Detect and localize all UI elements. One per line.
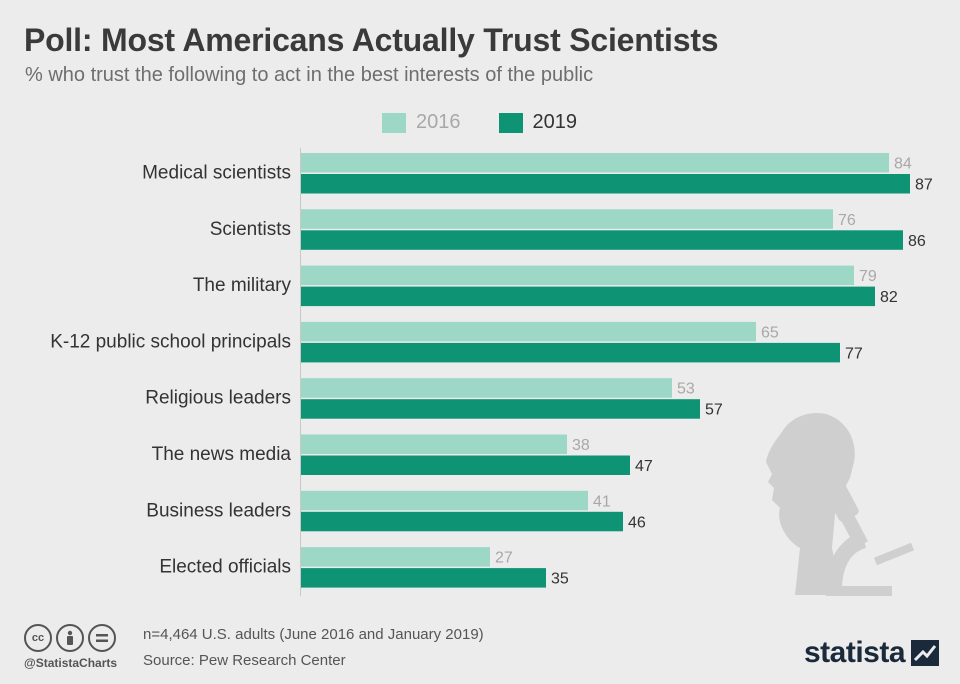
value-label-2019: 87	[915, 177, 933, 194]
value-label-2019: 77	[845, 345, 863, 362]
value-label-2016: 41	[593, 493, 611, 510]
value-label-2016: 76	[838, 212, 856, 229]
sample-note: n=4,464 U.S. adults (June 2016 and Janua…	[143, 626, 484, 643]
bar-2019	[301, 342, 840, 363]
bar-2019	[301, 511, 623, 532]
chart-title: Poll: Most Americans Actually Trust Scie…	[24, 22, 719, 58]
legend-swatch-2019	[498, 112, 523, 133]
bar-2016	[301, 321, 756, 342]
bar-2019	[301, 399, 700, 419]
bar-2016	[301, 209, 833, 229]
legend-label-2019: 2019	[532, 111, 578, 133]
value-label-2019: 82	[880, 289, 898, 306]
bar-2016	[301, 434, 567, 454]
category-label: K-12 public school principals	[50, 331, 291, 352]
scientist-microscope-icon	[766, 412, 915, 596]
category-label: Scientists	[210, 219, 291, 240]
legend: 2016 2019	[382, 111, 615, 134]
category-label: Religious leaders	[145, 388, 291, 409]
value-label-2019: 47	[635, 458, 653, 475]
bar-2019	[301, 568, 546, 588]
category-label: The military	[193, 275, 292, 296]
value-label-2019: 35	[551, 571, 569, 588]
bar-2019	[301, 455, 630, 475]
value-label-2019: 46	[628, 514, 646, 531]
value-label-2019: 86	[908, 233, 926, 250]
bar-2016	[301, 153, 889, 173]
category-label: The news media	[152, 444, 292, 465]
legend-item-2019: 2019	[498, 111, 578, 134]
statista-handle[interactable]: @StatistaCharts	[24, 656, 118, 670]
value-label-2019: 57	[705, 402, 723, 419]
category-label: Medical scientists	[142, 163, 291, 184]
legend-swatch-2016	[382, 112, 406, 133]
bar-2016	[301, 265, 854, 286]
no-derivatives-icon[interactable]	[88, 624, 116, 652]
creative-commons-icon[interactable]: cc	[24, 624, 52, 652]
value-label-2016: 84	[894, 156, 912, 173]
value-label-2016: 79	[859, 268, 877, 285]
bar-2016	[301, 547, 490, 567]
chart-subtitle: % who trust the following to act in the …	[25, 64, 594, 86]
source-note: Source: Pew Research Center	[143, 652, 346, 669]
legend-item-2016: 2016	[382, 111, 461, 134]
bar-2016	[301, 378, 672, 398]
bar-2016	[301, 490, 588, 511]
attribution-icon[interactable]	[56, 624, 84, 652]
bar-2019	[301, 174, 910, 194]
category-label: Business leaders	[146, 500, 291, 521]
value-label-2016: 38	[572, 437, 590, 454]
category-label: Elected officials	[159, 557, 291, 578]
brand-wordmark: statista	[804, 636, 906, 669]
bar-2019	[301, 286, 875, 307]
value-label-2016: 65	[761, 324, 779, 341]
value-label-2016: 53	[677, 381, 695, 398]
license-icons: cc	[24, 624, 116, 652]
bar-2019	[301, 230, 903, 250]
value-label-2016: 27	[495, 550, 513, 567]
statista-logo[interactable]: statista	[804, 636, 940, 670]
legend-label-2016: 2016	[416, 111, 461, 133]
statista-mark-icon	[911, 640, 940, 666]
